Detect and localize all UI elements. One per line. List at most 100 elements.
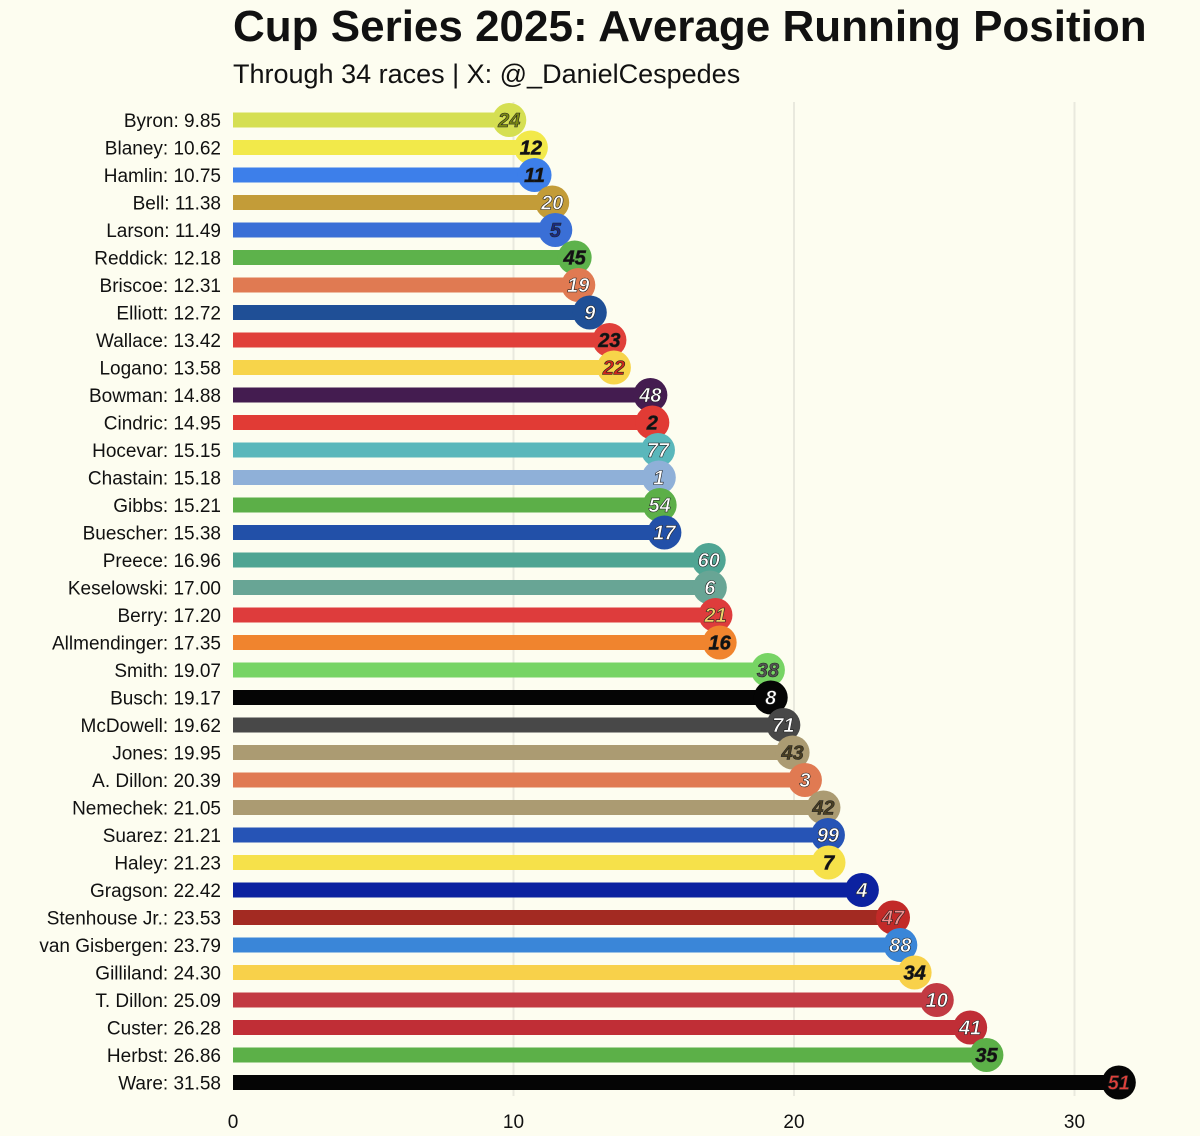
driver-label: Cindric: 14.95: [104, 414, 221, 435]
car-number-badge: 41: [953, 1010, 988, 1045]
badge-circle: [538, 213, 573, 247]
car-number-badge: 5: [538, 213, 573, 247]
driver-label: Bowman: 14.88: [89, 386, 221, 407]
badge-circle: [698, 598, 733, 632]
bar: [233, 992, 937, 1008]
driver-label: Hocevar: 15.15: [92, 441, 221, 462]
badge-circle: [1101, 1065, 1136, 1100]
car-number: 41: [958, 1018, 981, 1040]
car-number-badge: 48: [633, 378, 668, 412]
driver-label: Logano: 13.58: [99, 359, 221, 380]
driver-label: Blaney: 10.62: [105, 139, 221, 160]
badge-circle: [897, 955, 932, 990]
bar: [233, 855, 829, 870]
car-number: 45: [563, 248, 587, 270]
car-number: 10: [926, 990, 948, 1012]
bar: [233, 635, 720, 650]
driver-label: Gragson: 22.42: [90, 881, 221, 902]
car-number-badge: 4: [844, 873, 879, 907]
badge-circle: [750, 653, 785, 687]
driver-label: Herbst: 26.86: [107, 1046, 221, 1067]
bar: [233, 1047, 987, 1063]
car-number-badge: 22: [596, 350, 631, 385]
driver-label: Busch: 19.17: [110, 689, 221, 710]
bar: [233, 662, 768, 678]
bar: [233, 937, 901, 953]
car-number-badge: 17: [647, 515, 682, 550]
car-number-badge: 8: [753, 680, 788, 715]
car-number: 12: [520, 138, 542, 160]
driver-label: Berry: 17.20: [118, 606, 222, 627]
car-number-badge: 51: [1101, 1065, 1136, 1100]
car-number-badge: 21: [698, 598, 733, 632]
car-number: 2: [646, 413, 658, 435]
car-number: 9: [584, 303, 596, 325]
badge-circle: [561, 268, 596, 302]
bar: [233, 717, 784, 733]
badge-circle: [535, 185, 570, 220]
car-number-badge: 99: [810, 818, 845, 852]
driver-label: Elliott: 12.72: [116, 304, 221, 325]
x-axis-ticks: 0 10 20 30: [228, 1112, 1085, 1133]
car-number: 3: [799, 770, 810, 792]
driver-label: Stenhouse Jr.: 23.53: [47, 909, 221, 930]
car-number-badge: 23: [592, 323, 627, 357]
driver-label: Ware: 31.58: [118, 1074, 221, 1095]
badge-circle: [811, 845, 846, 880]
bar: [233, 470, 659, 485]
bars-group: [233, 112, 1119, 1090]
badge-circle: [787, 763, 822, 797]
bar: [233, 910, 894, 925]
car-number: 4: [855, 880, 867, 902]
car-number: 24: [497, 110, 520, 132]
car-number-badge: 2: [635, 405, 670, 440]
bar: [233, 965, 915, 980]
car-number-badge: 19: [561, 268, 596, 302]
badge-circle: [592, 323, 627, 357]
car-number: 48: [638, 385, 662, 407]
car-number: 5: [550, 220, 562, 242]
bar: [233, 140, 531, 155]
car-number-badge: 60: [691, 543, 726, 577]
car-number-badge: 6: [692, 570, 727, 605]
badge-circle: [844, 873, 879, 907]
driver-label: Smith: 19.07: [114, 661, 221, 682]
driver-label: Allmendinger: 17.35: [52, 634, 221, 655]
badge-circle: [806, 790, 841, 825]
driver-label: Jones: 19.95: [112, 744, 221, 765]
driver-label: Suarez: 21.21: [103, 826, 221, 847]
driver-label: Haley: 21.23: [114, 854, 221, 875]
car-number: 47: [881, 908, 905, 930]
badge-circle: [969, 1038, 1004, 1072]
car-number: 51: [1108, 1073, 1130, 1095]
car-number: 1: [653, 468, 664, 490]
bar: [233, 1075, 1119, 1090]
bar: [233, 195, 553, 210]
badge-circle: [692, 570, 727, 605]
car-number-badge: 88: [883, 928, 918, 962]
car-number: 71: [772, 715, 794, 737]
bar: [233, 745, 793, 760]
bar: [233, 772, 805, 788]
chart-subtitle: Through 34 races | X: @_DanielCespedes: [233, 59, 740, 89]
driver-label: Gibbs: 15.21: [113, 496, 221, 517]
bar: [233, 332, 610, 348]
x-tick-label: 10: [503, 1112, 524, 1133]
bar: [233, 360, 614, 375]
badge-circle: [596, 350, 631, 385]
car-number: 35: [975, 1045, 998, 1067]
driver-label: Bell: 11.38: [133, 194, 221, 215]
badge-circle: [633, 378, 668, 412]
car-number-badges: 2412112054519923224827715417606211638871…: [492, 103, 1136, 1100]
car-number-badge: 38: [750, 653, 785, 687]
car-number-badge: 77: [640, 433, 675, 467]
driver-label: Byron: 9.85: [124, 111, 221, 132]
bar: [233, 222, 556, 238]
driver-label: Nemechek: 21.05: [72, 799, 221, 820]
bar: [233, 415, 653, 430]
car-number: 7: [823, 853, 835, 875]
bar: [233, 882, 862, 898]
bar: [233, 387, 651, 403]
bar: [233, 442, 658, 458]
car-number: 17: [653, 523, 676, 545]
